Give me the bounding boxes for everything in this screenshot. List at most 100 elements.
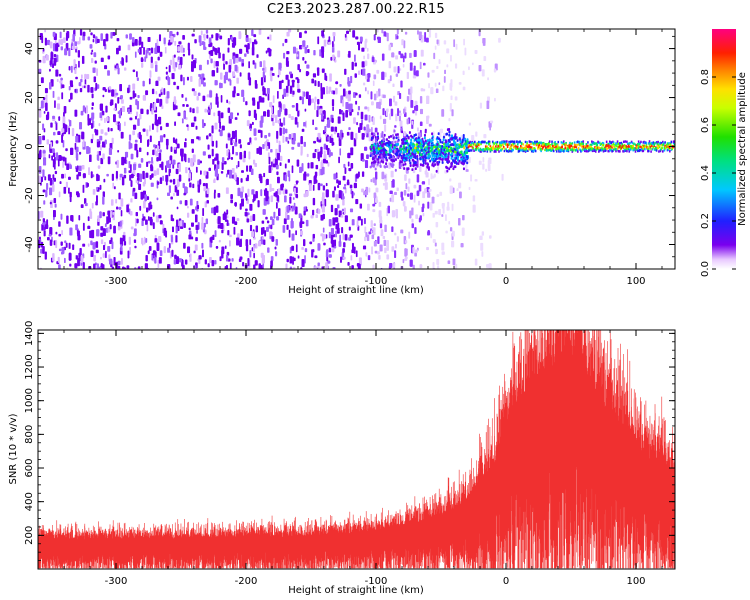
spectrogram-cell	[137, 48, 140, 53]
spectrogram-cell	[215, 61, 219, 67]
spectrogram-cell	[102, 141, 105, 148]
spectrogram-cell	[580, 149, 583, 152]
spectrogram-cell	[347, 77, 350, 85]
spectrogram-cell	[178, 41, 182, 45]
spectrogram-cell	[202, 183, 206, 187]
spectrogram-cell	[357, 111, 360, 116]
spectrogram-cell	[214, 122, 218, 130]
spectrogram-cell	[652, 146, 655, 149]
spectrogram-cell	[358, 44, 361, 51]
spectrogram-cell	[462, 214, 465, 221]
spectrogram-cell	[396, 133, 399, 136]
spectrogram-cell	[189, 253, 192, 262]
spectrogram-cell	[329, 73, 332, 82]
spectrogram-cell	[327, 136, 330, 141]
spectrogram-cell	[403, 167, 406, 170]
spectrogram-cell	[338, 137, 342, 147]
spectrogram-cell	[197, 184, 200, 193]
spectrogram-cell	[121, 156, 125, 166]
spectrogram-cell	[76, 41, 80, 45]
spectrogram-cell	[609, 147, 612, 150]
spectrogram-cell	[229, 169, 233, 179]
spectrogram-cell	[337, 185, 340, 188]
spectrogram-cell	[134, 139, 138, 143]
spectrogram-cell	[271, 236, 275, 242]
spectrogram-cell	[418, 150, 421, 154]
spectrogram-cell	[450, 152, 453, 156]
spectrogram-cell	[524, 140, 527, 144]
spectrogram-cell	[320, 113, 324, 120]
spectrogram-cell	[366, 47, 369, 52]
spectrogram-cell	[451, 154, 454, 158]
spectrogram-cell	[75, 153, 79, 161]
spectrogram-cell	[373, 93, 377, 101]
spectrogram-cell	[441, 151, 444, 155]
spectrogram-cell	[419, 121, 423, 126]
spectrogram-cell	[191, 54, 194, 60]
spectrogram-cell	[76, 174, 79, 180]
spectrogram-cell	[54, 120, 57, 125]
spectrogram-cell	[53, 210, 56, 218]
spectrogram-cell	[290, 220, 294, 229]
spectrogram-cell	[402, 201, 406, 207]
spectrogram-cell	[248, 77, 252, 86]
spectrogram-cell	[199, 74, 202, 80]
spectrogram-cell	[582, 142, 585, 146]
spectrogram-cell	[594, 150, 597, 153]
spectrogram-cell	[404, 52, 407, 59]
spectrogram-cell	[291, 165, 294, 174]
spectrogram-cell	[457, 155, 460, 159]
spectrogram-cell	[419, 165, 422, 172]
spectrogram-cell	[147, 250, 150, 255]
spectrogram-cell	[641, 146, 644, 149]
spectrogram-cell	[225, 61, 228, 65]
spectrogram-cell	[431, 138, 434, 142]
spectrogram-cell	[404, 174, 407, 181]
spectrogram-cell	[462, 162, 465, 166]
spectrogram-cell	[286, 224, 289, 230]
spectrogram-cell	[372, 203, 376, 207]
spectrogram-cell	[154, 61, 158, 65]
spectrogram-cell	[333, 90, 335, 95]
spectrogram-cell	[323, 242, 326, 246]
spectrogram-cell	[254, 62, 257, 69]
spectrogram-cell	[409, 210, 412, 219]
spectrogram-cell	[78, 165, 82, 172]
spectrogram-cell	[355, 198, 359, 205]
spectrogram-cell	[461, 227, 465, 236]
spectrogram-cell	[134, 143, 138, 151]
spectrogram-cell	[283, 218, 287, 225]
spectrogram-cell	[249, 203, 253, 211]
spectrogram-cell	[520, 141, 523, 145]
spectrogram-cell	[515, 145, 517, 149]
spectrogram-cell	[291, 245, 295, 251]
spectrogram-cell	[403, 108, 406, 114]
spectrogram-cell	[239, 48, 243, 54]
spectrogram-cell	[219, 129, 223, 137]
spectrogram-cell	[649, 144, 652, 147]
spectrogram-cell	[336, 179, 339, 184]
spectrogram-cell	[424, 139, 427, 143]
spectrogram-cell	[361, 188, 364, 193]
spectrogram-cell	[632, 144, 634, 148]
spectrogram-cell	[242, 261, 245, 267]
spectrogram-cell	[355, 250, 358, 258]
spectrogram-cell	[348, 103, 352, 112]
spectrogram-cell	[133, 163, 137, 171]
spectrogram-cell	[417, 30, 419, 35]
spectrogram-cell	[223, 75, 227, 84]
spectrogram-cell	[640, 140, 642, 144]
spectrogram-cell	[512, 148, 514, 152]
spectrogram-cell	[46, 54, 49, 61]
spectrogram-cell	[397, 136, 400, 139]
spectrogram-cell	[555, 142, 557, 146]
spectrogram-cell	[206, 200, 209, 204]
spectrogram-cell	[276, 152, 280, 161]
spectrogram-cell	[96, 229, 100, 237]
spectrogram-cell	[496, 140, 499, 144]
spectrogram-cell	[123, 241, 127, 246]
spectrogram-cell	[382, 138, 385, 142]
spectrogram-cell	[420, 141, 423, 145]
spectrogram-cell	[348, 237, 352, 241]
